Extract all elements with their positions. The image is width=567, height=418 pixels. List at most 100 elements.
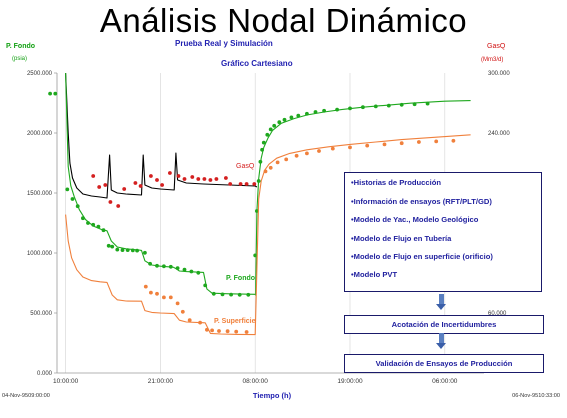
data-point (168, 295, 173, 300)
data-point (335, 107, 339, 112)
data-point (196, 177, 201, 181)
data-point (115, 247, 120, 252)
data-point (143, 250, 147, 255)
data-point (53, 91, 58, 96)
data-point (108, 200, 113, 204)
data-point (451, 138, 456, 143)
data-point (125, 248, 130, 253)
data-point (317, 149, 321, 153)
model-input-item: •Información de ensayos (RFT/PLT/GD) (351, 197, 492, 206)
right-tick-label: 60.000 (488, 311, 507, 317)
data-point (399, 141, 404, 146)
data-point (268, 165, 273, 170)
data-point (148, 261, 153, 266)
right-axis-title: GasQ (487, 43, 506, 50)
left-tick-label: 1000.000 (27, 251, 53, 257)
data-point (322, 108, 326, 113)
data-point (189, 269, 194, 274)
data-point (110, 244, 115, 249)
data-point (365, 143, 370, 148)
data-point (313, 110, 318, 114)
model-input-item: •Modelo de Flujo en Tubería (351, 234, 452, 243)
data-point (196, 270, 201, 275)
data-point (275, 160, 280, 165)
data-point (296, 113, 301, 118)
chart-axes (54, 72, 484, 374)
x-tick-label: 19:00:00 (337, 378, 363, 385)
data-point (187, 318, 192, 323)
chart-subtitle-1: Prueba Real y Simulación (175, 39, 273, 48)
data-point (210, 328, 215, 333)
data-point (294, 153, 299, 158)
series-label-gasq: GasQ (236, 163, 255, 170)
data-point (143, 284, 148, 289)
series-label-pfondo: P. Fondo (226, 275, 255, 282)
series-line (65, 72, 258, 199)
x-tick-label: 08:00:00 (243, 378, 269, 385)
data-point (168, 264, 173, 269)
data-point (305, 151, 309, 156)
data-point (244, 330, 249, 334)
data-point (284, 157, 289, 162)
data-point (256, 179, 261, 183)
data-point (252, 182, 257, 186)
left-tick-label: 2000.000 (27, 131, 53, 137)
data-point (261, 140, 266, 145)
data-point (268, 127, 273, 132)
data-point (305, 111, 309, 116)
data-point (282, 117, 287, 122)
right-tick-label: 300.000 (488, 71, 510, 77)
x-start-label: 04-Nov-9509:00:00 (2, 393, 50, 399)
data-point (214, 177, 219, 181)
data-point (258, 159, 263, 164)
data-point (348, 145, 352, 150)
data-point (225, 329, 230, 334)
slide-title: Análisis Nodal Dinámico (99, 2, 468, 39)
data-point (205, 327, 209, 332)
data-point (217, 329, 221, 333)
data-point (386, 103, 391, 108)
data-point (155, 291, 159, 296)
data-point (86, 221, 90, 225)
data-point (272, 123, 277, 128)
data-point (48, 91, 52, 96)
data-point (155, 178, 159, 182)
chart-labels: 0.000 500.000 1000.000 1500.000 2000.000 2500… (2, 71, 560, 400)
x-axis-title: Tiempo (h) (253, 391, 292, 400)
data-point (168, 171, 172, 175)
x-tick-label: 21:00:00 (148, 378, 174, 385)
model-input-item: •Modelo de Yac., Modelo Geológico (351, 215, 479, 224)
data-point (81, 216, 85, 221)
data-point (373, 104, 378, 109)
data-point (190, 175, 195, 179)
model-input-item: •Modelo de Flujo en superficie (orificio… (351, 252, 493, 261)
data-point (162, 264, 166, 269)
data-point (160, 183, 165, 187)
data-point (237, 292, 242, 297)
data-point (70, 197, 75, 201)
data-point (176, 174, 181, 178)
data-point (175, 266, 180, 270)
chart-series (48, 72, 471, 336)
data-point (203, 283, 208, 288)
data-point (244, 182, 249, 186)
data-point (224, 176, 228, 180)
data-point (417, 140, 421, 144)
model-input-item: •Historias de Producción (351, 178, 442, 187)
data-point (130, 248, 135, 253)
data-point (133, 181, 138, 185)
data-point (425, 101, 430, 106)
data-point (155, 263, 159, 268)
right-axis-unit: (Mm3/d) (481, 57, 504, 63)
left-tick-label: 2500.000 (27, 71, 53, 77)
x-end-label: 06-Nov-9510:33:00 (512, 393, 560, 399)
data-point (198, 320, 203, 325)
data-point (175, 301, 180, 306)
chart-subtitle-2: Gráfico Cartesiano (221, 59, 293, 68)
down-arrow-icon (436, 294, 446, 310)
data-point (238, 182, 243, 186)
data-point (330, 146, 335, 151)
data-point (260, 147, 264, 152)
data-point (277, 120, 282, 125)
data-point (149, 174, 153, 178)
